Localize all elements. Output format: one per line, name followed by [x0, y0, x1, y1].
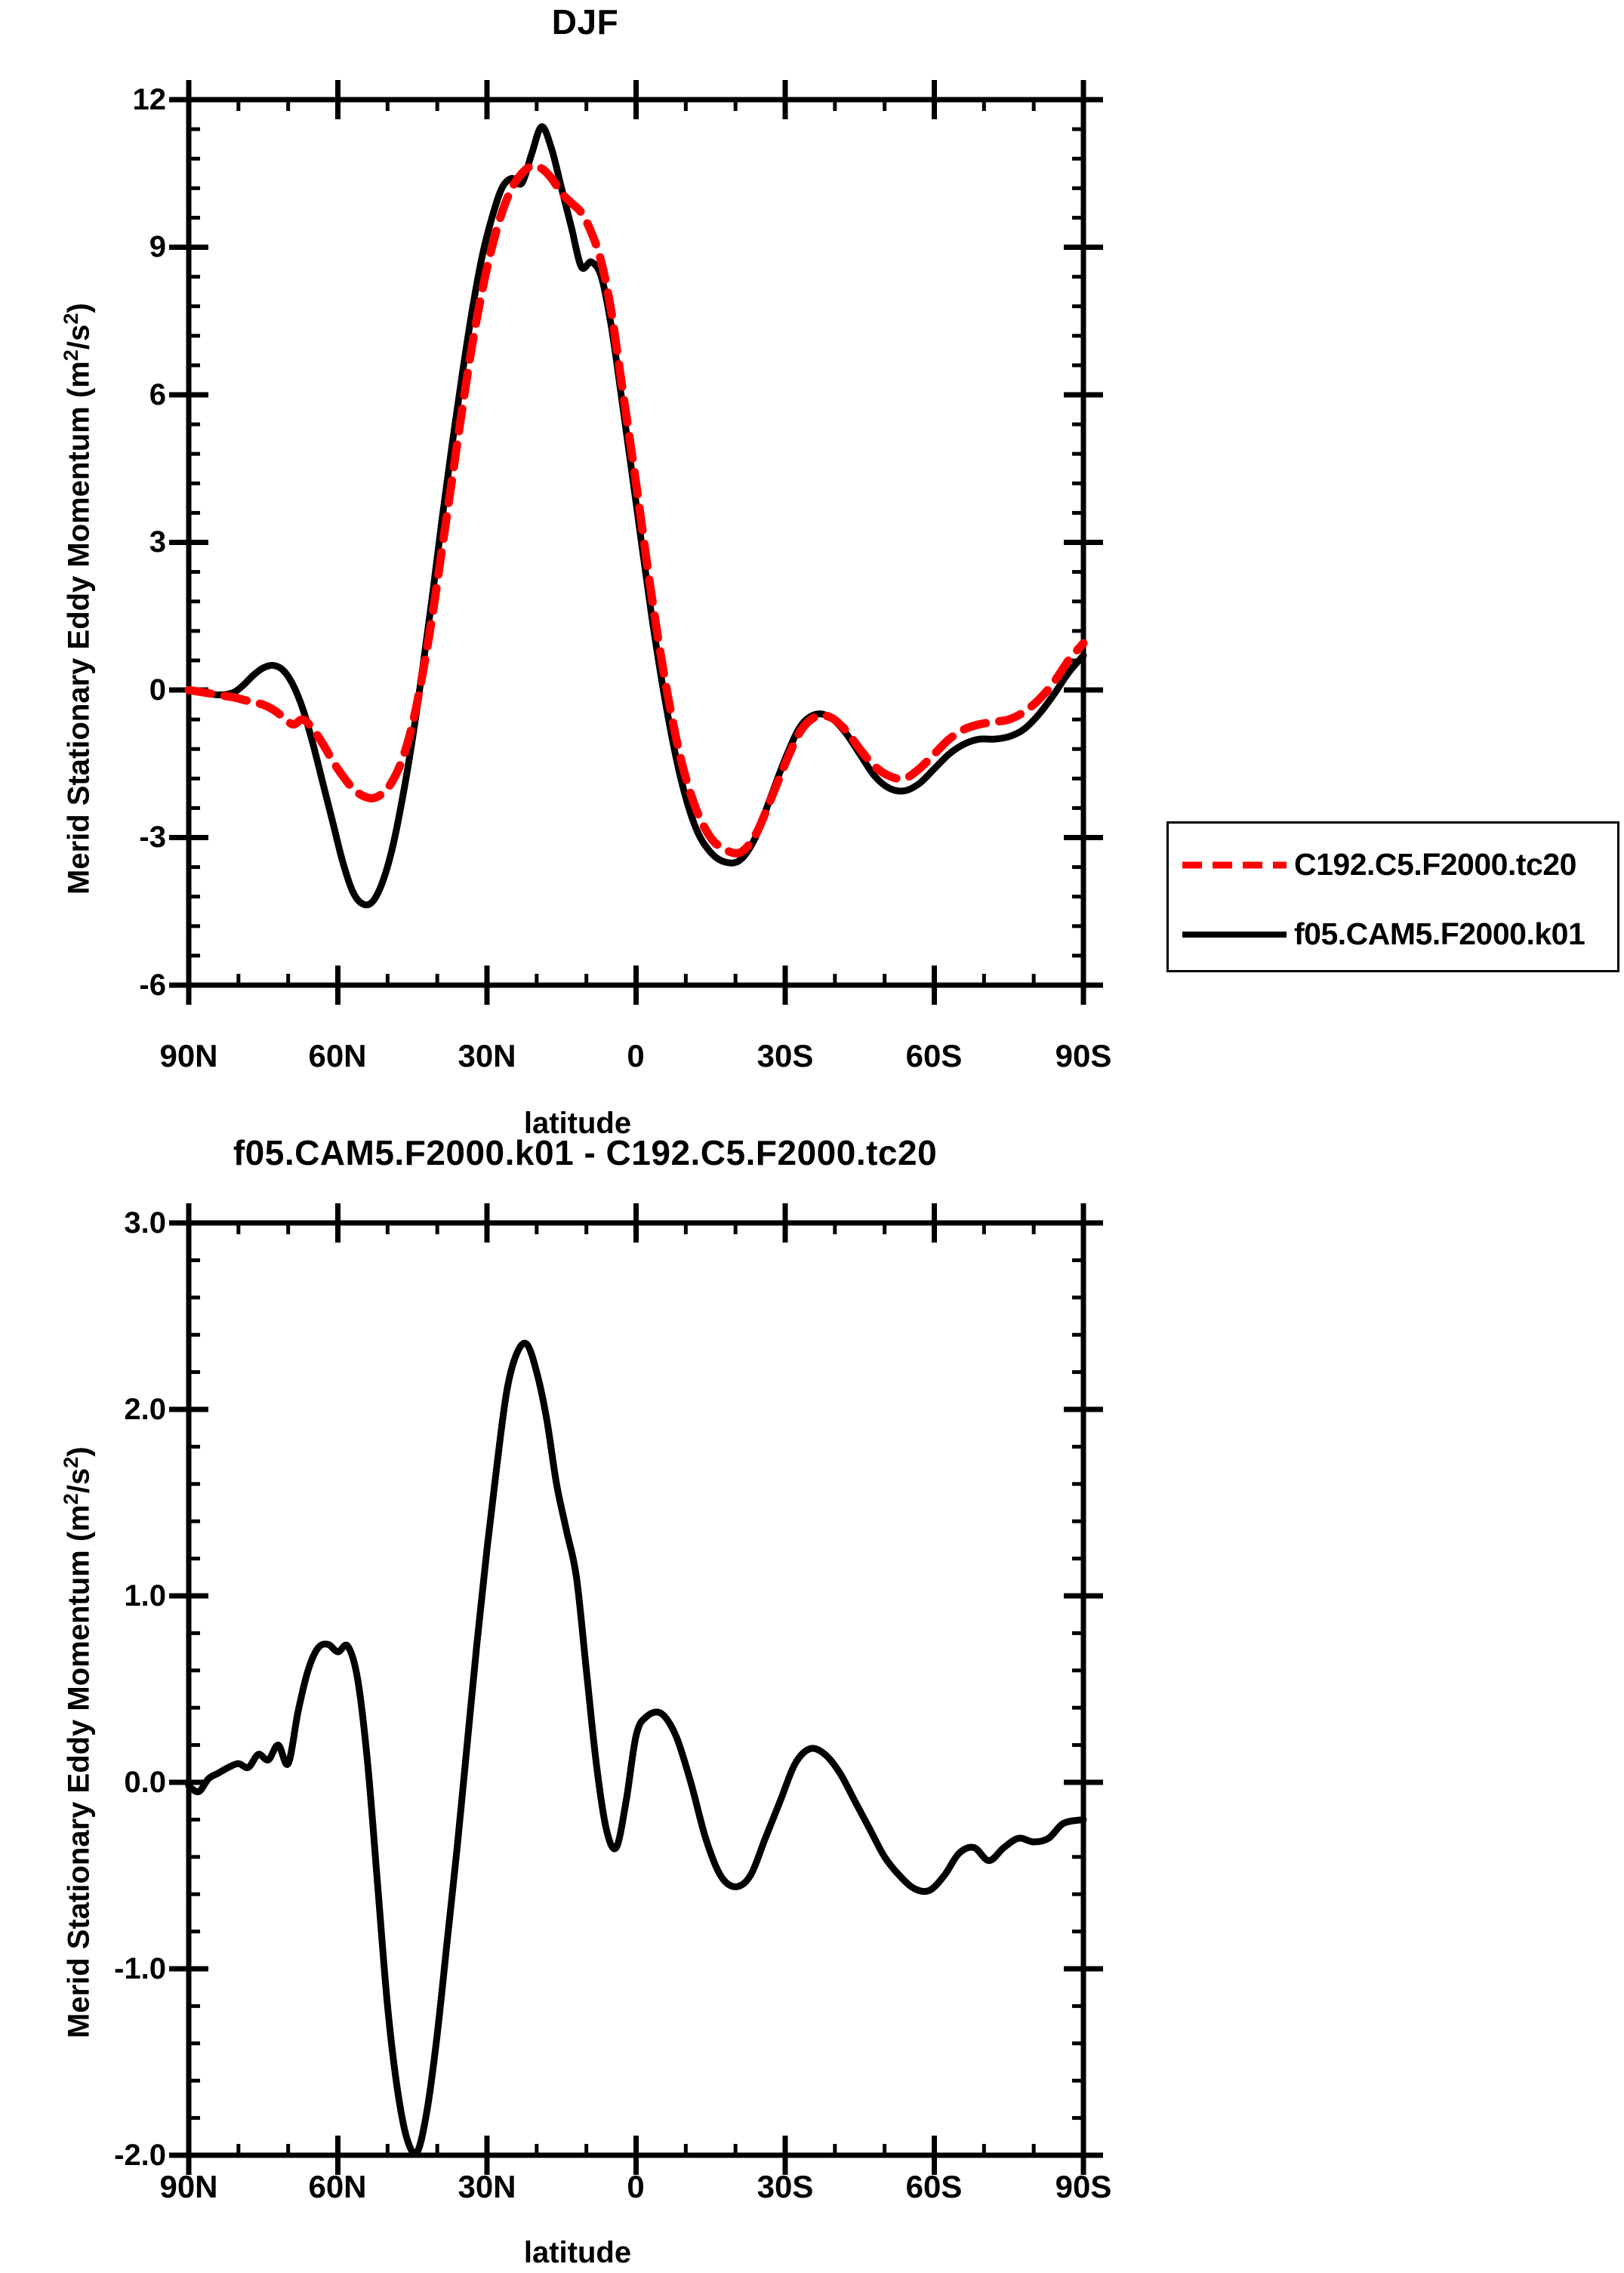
legend-label: C192.C5.F2000.tc20: [1294, 846, 1576, 882]
y-tick-label: 0: [149, 673, 166, 707]
x-tick-label: 90S: [1055, 1038, 1112, 1073]
y-tick-label: -6: [139, 969, 166, 1002]
legend-label: f05.CAM5.F2000.k01: [1294, 916, 1585, 951]
legend-entry-0: C192.C5.F2000.tc20: [1182, 834, 1576, 895]
y-tick-label: 3: [149, 525, 166, 559]
legend-swatch-solid-black: [1182, 930, 1287, 938]
legend: C192.C5.F2000.tc20 f05.CAM5.F2000.k01: [1166, 821, 1619, 972]
legend-entry-1: f05.CAM5.F2000.k01: [1182, 904, 1585, 964]
y-tick-label: -2.0: [114, 2139, 166, 2172]
y-tick-label: -3: [139, 821, 166, 854]
x-tick-label: 0: [627, 2169, 645, 2204]
panel-2-x-axis-label: latitude: [523, 2236, 632, 2269]
y-tick-label: 9: [149, 230, 166, 263]
y-tick-label: 1.0: [124, 1579, 166, 1612]
x-tick-label: 0: [627, 1038, 645, 1073]
y-tick-label: 0.0: [124, 1766, 166, 1799]
x-tick-label: 60N: [308, 1038, 367, 1073]
panel-1-x-axis-label: latitude: [523, 1107, 632, 1140]
panel-1-plot: [169, 80, 1103, 1005]
x-tick-label: 60S: [905, 1038, 963, 1073]
y-tick-label: 12: [132, 83, 167, 116]
panel-1-title: DJF: [551, 2, 619, 42]
y-tick-label: 3.0: [124, 1206, 166, 1240]
legend-swatch-dashed-red: [1182, 861, 1287, 869]
x-tick-label: 90N: [159, 1038, 218, 1073]
x-tick-label: 30S: [757, 1038, 814, 1073]
y-tick-label: 6: [149, 378, 166, 411]
y-tick-label: 2.0: [124, 1393, 166, 1426]
y-tick-label: -1.0: [114, 1952, 166, 1985]
panel-2-title: f05.CAM5.F2000.k01 - C192.C5.F2000.tc20: [233, 1133, 938, 1172]
x-tick-label: 30N: [458, 1038, 516, 1073]
